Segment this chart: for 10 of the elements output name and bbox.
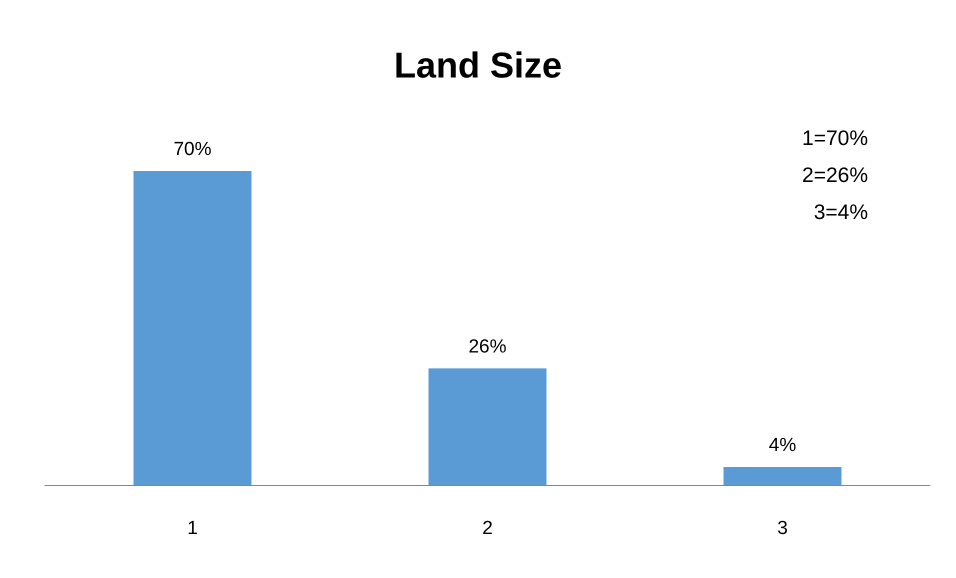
data-label: 70% [173, 139, 212, 160]
data-label: 4% [768, 435, 796, 456]
x-tick-label: 3 [777, 518, 788, 539]
annotation: 2=26% [802, 164, 868, 187]
x-tick-label: 2 [482, 518, 493, 539]
chart-title: Land Size [394, 44, 562, 86]
x-tick-label: 1 [187, 518, 198, 539]
text: 1=70% [802, 127, 868, 150]
annotation: 3=4% [814, 201, 868, 224]
data-label: 26% [468, 336, 507, 358]
